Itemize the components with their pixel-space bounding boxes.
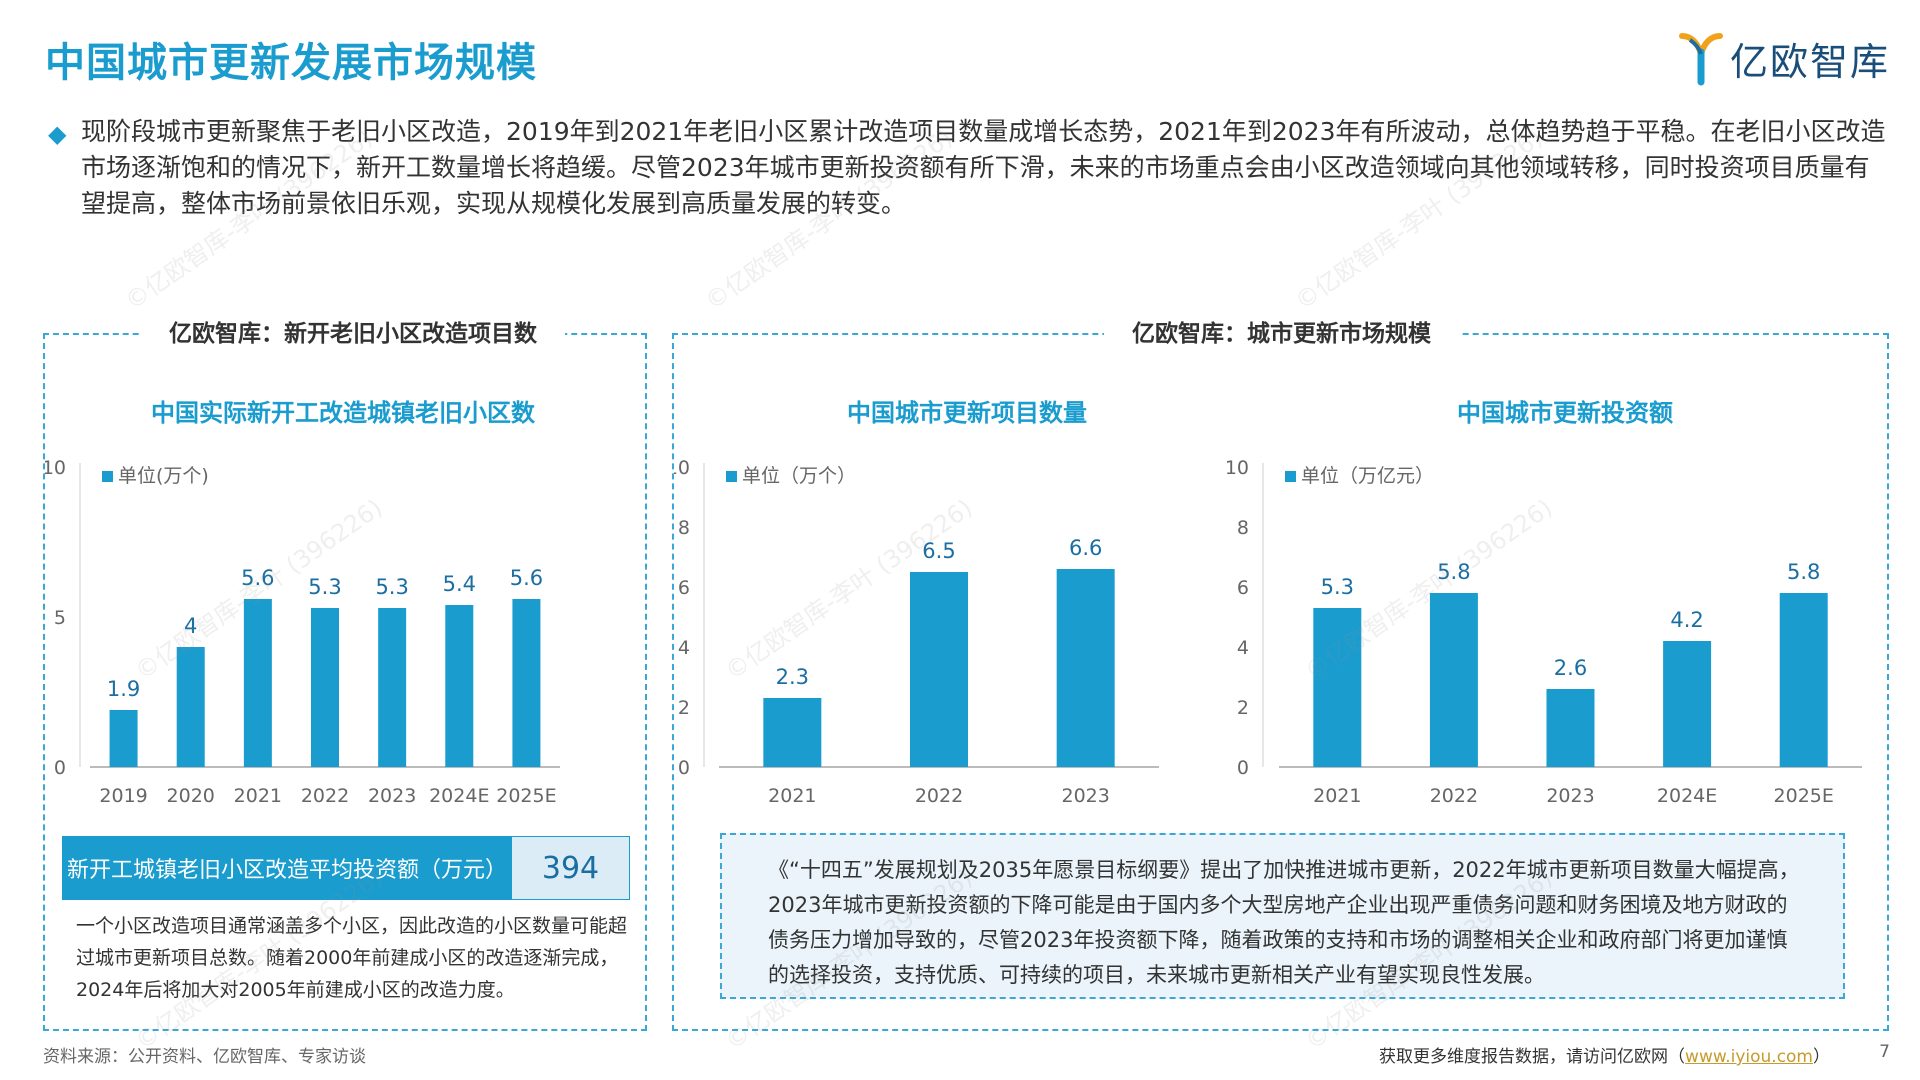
y-tick-label: 5: [54, 607, 66, 629]
x-tick-label: 2021: [1313, 785, 1361, 807]
footer-cta-text: 获取更多维度报告数据，请访问亿欧网（: [1379, 1047, 1686, 1067]
website-link[interactable]: www.iyiou.com: [1685, 1047, 1813, 1067]
bar: [243, 599, 272, 767]
y-tick-label: 6: [1237, 577, 1249, 599]
data-label: 5.3: [1321, 575, 1354, 599]
avg-investment-label: 新开工城镇老旧小区改造平均投资额（万元）: [63, 837, 512, 899]
y-tick-label: 4: [678, 637, 690, 659]
x-tick-label: 2022: [301, 785, 349, 807]
y-tick-label: 10: [45, 457, 66, 479]
x-tick-label: 2024E: [429, 785, 489, 807]
y-tick-label: 8: [678, 517, 690, 539]
bar: [1546, 689, 1595, 767]
bar: [763, 698, 822, 767]
x-tick-label: 2021: [234, 785, 282, 807]
data-label: 5.8: [1437, 560, 1470, 584]
right-note-box: 《“十四五”发展规划及2035年愿景目标纲要》提出了加快推进城市更新，2022年…: [720, 833, 1845, 999]
legend-label: 单位（万亿元）: [1301, 465, 1434, 487]
y-tick-label: 2: [1237, 697, 1249, 719]
y-tick-label: 10: [674, 457, 690, 479]
chart-title-renovation: 中国实际新开工改造城镇老旧小区数: [151, 399, 535, 427]
right-panel-header: 亿欧智库：城市更新市场规模: [1104, 317, 1459, 351]
data-label: 5.6: [241, 566, 274, 590]
data-label: 5.6: [510, 566, 543, 590]
data-label: 2.6: [1554, 656, 1587, 680]
chart-title-investment: 中国城市更新投资额: [1457, 399, 1673, 427]
data-label: 1.9: [107, 677, 140, 701]
x-tick-label: 2019: [99, 785, 147, 807]
x-tick-label: 2025E: [496, 785, 556, 807]
y-tick-label: 0: [678, 757, 690, 779]
x-tick-label: 2020: [167, 785, 215, 807]
y-tick-label: 0: [54, 757, 66, 779]
brand-logo: 亿欧智库: [1678, 28, 1890, 88]
legend-label: 单位(万个): [118, 465, 209, 487]
x-tick-label: 2023: [368, 785, 416, 807]
avg-investment-value: 394: [512, 837, 629, 899]
left-panel-header: 亿欧智库：新开老旧小区改造项目数: [141, 317, 565, 351]
data-label: 5.8: [1787, 560, 1820, 584]
chart-title-project-count: 中国城市更新项目数量: [847, 399, 1087, 427]
y-tick-label: 8: [1237, 517, 1249, 539]
diamond-bullet-icon: ◆: [48, 120, 67, 148]
right-panel: 亿欧智库：城市更新市场规模: [672, 317, 1889, 1031]
page-number: 7: [1879, 1042, 1890, 1062]
bar: [1313, 608, 1362, 767]
y-tick-label: 4: [1237, 637, 1249, 659]
x-tick-label: 2021: [768, 785, 816, 807]
data-label: 5.3: [308, 575, 341, 599]
x-tick-label: 2024E: [1657, 785, 1717, 807]
data-label: 5.4: [443, 572, 476, 596]
x-tick-label: 2022: [1430, 785, 1478, 807]
x-tick-label: 2025E: [1774, 785, 1834, 807]
left-note: 一个小区改造项目通常涵盖多个小区，因此改造的小区数量可能超过城市更新项目总数。随…: [76, 915, 628, 1001]
bar: [910, 572, 968, 767]
bar: [311, 608, 339, 767]
chart-renovation-communities: 0 5 10 单位(万个) 1.9 2019 4 2020 5.6 2021 5.3 2022 5.3 2…: [45, 457, 560, 807]
bar: [176, 647, 205, 767]
bar: [1663, 641, 1712, 767]
legend-swatch: [1285, 471, 1296, 482]
data-label: 2.3: [776, 665, 809, 689]
chart-investment: 0 2 4 6 8 10 单位（万亿元） 5.3 2021 5.8 2022 2.6 2023 4.2 20…: [1227, 457, 1862, 807]
chart-project-count: 0 2 4 6 8 10 单位（万个） 2.3 2021 6.5 2022 6.6 2023: [674, 457, 1159, 807]
x-tick-label: 2022: [915, 785, 963, 807]
footer-cta-end: ）: [1813, 1047, 1830, 1067]
bar: [109, 710, 138, 767]
y-tick-label: 2: [678, 697, 690, 719]
source-note: 资料来源：公开资料、亿欧智库、专家访谈: [43, 1047, 366, 1067]
legend-swatch: [102, 471, 113, 482]
bar: [1429, 593, 1478, 767]
footer-cta: 获取更多维度报告数据，请访问亿欧网（www.iyiou.com）: [1379, 1042, 1830, 1067]
data-label: 6.5: [922, 539, 955, 563]
avg-investment-box: 新开工城镇老旧小区改造平均投资额（万元） 394: [62, 836, 630, 900]
page-title: 中国城市更新发展市场规模: [45, 40, 537, 86]
data-label: 5.3: [375, 575, 408, 599]
data-label: 6.6: [1069, 536, 1102, 560]
legend-label: 单位（万个）: [742, 465, 856, 487]
bar: [1056, 569, 1115, 767]
left-panel: 亿欧智库：新开老旧小区改造项目数: [43, 317, 647, 1031]
logo-mark-icon: [1678, 33, 1723, 86]
bar: [512, 599, 541, 767]
legend-swatch: [726, 471, 737, 482]
bar: [1779, 593, 1828, 767]
x-tick-label: 2023: [1061, 785, 1109, 807]
x-tick-label: 2023: [1546, 785, 1594, 807]
summary-paragraph: ◆ 现阶段城市更新聚焦于老旧小区改造，2019年到2021年老旧小区累计改造项目…: [48, 114, 1888, 222]
bar: [445, 605, 474, 767]
data-label: 4.2: [1670, 608, 1703, 632]
y-tick-label: 0: [1237, 757, 1249, 779]
y-tick-label: 10: [1227, 457, 1249, 479]
data-label: 4: [184, 614, 197, 638]
bar: [378, 608, 407, 767]
summary-text: 现阶段城市更新聚焦于老旧小区改造，2019年到2021年老旧小区累计改造项目数量…: [81, 117, 1886, 218]
y-tick-label: 6: [678, 577, 690, 599]
logo-text: 亿欧智库: [1729, 39, 1890, 84]
